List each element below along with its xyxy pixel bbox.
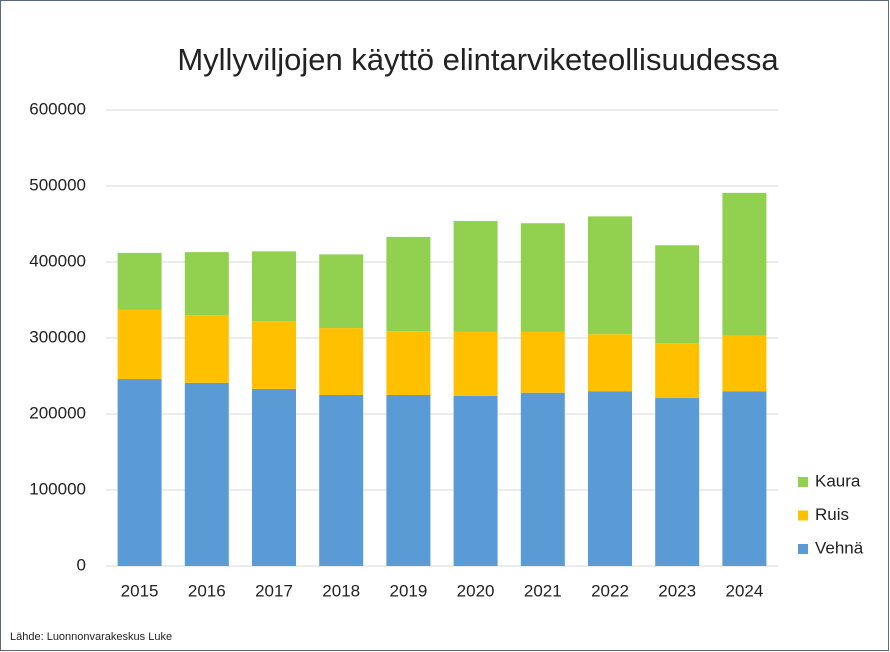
legend-label: Kaura xyxy=(815,471,861,490)
bar-segment xyxy=(588,391,632,566)
bar-segment xyxy=(722,192,767,336)
bar-segment xyxy=(520,331,565,393)
x-tick-label: 2021 xyxy=(524,581,562,600)
bar-segment xyxy=(588,216,632,335)
legend-swatch xyxy=(798,544,808,554)
x-tick-label: 2018 xyxy=(322,581,360,600)
bar-segment xyxy=(386,236,431,332)
x-tick-label: 2024 xyxy=(725,581,763,600)
bar-segment xyxy=(252,388,296,566)
bar-segment xyxy=(453,220,498,332)
bar-segment xyxy=(386,331,431,395)
bar-segment xyxy=(386,395,431,566)
bar-segment xyxy=(117,379,162,566)
legend-label: Ruis xyxy=(815,505,849,524)
y-tick-label: 300000 xyxy=(29,327,86,346)
bar-segment xyxy=(117,309,162,380)
y-tick-label: 500000 xyxy=(29,175,86,194)
bar-segment xyxy=(520,392,565,566)
chart-title: Myllyviljojen käyttö elintarviketeollisu… xyxy=(177,42,779,77)
bar-segment xyxy=(655,398,700,566)
source-note: Lähde: Luonnonvarakeskus Luke xyxy=(10,631,172,643)
bar-segment xyxy=(655,245,700,344)
x-tick-label: 2016 xyxy=(188,581,226,600)
x-tick-label: 2022 xyxy=(591,581,629,600)
x-tick-label: 2023 xyxy=(658,581,696,600)
bar-segment xyxy=(117,252,162,310)
y-tick-label: 400000 xyxy=(29,251,86,270)
bar-segment xyxy=(655,343,700,399)
bar-segment xyxy=(184,382,229,566)
legend-label: Vehnä xyxy=(815,538,864,557)
bar-segment xyxy=(184,252,229,316)
bar-segment xyxy=(520,223,565,332)
x-tick-label: 2015 xyxy=(121,581,159,600)
bar-segment xyxy=(319,395,364,566)
bar-segment xyxy=(453,331,498,396)
y-tick-label: 0 xyxy=(77,555,86,574)
y-tick-label: 200000 xyxy=(29,403,86,422)
y-tick-label: 600000 xyxy=(29,99,86,118)
bar-segment xyxy=(319,328,364,395)
x-tick-label: 2020 xyxy=(457,581,495,600)
y-tick-label: 100000 xyxy=(29,479,86,498)
legend-swatch xyxy=(798,477,808,487)
bar-segment xyxy=(252,251,296,322)
legend-swatch xyxy=(798,510,808,521)
bar-segment xyxy=(588,334,632,392)
x-tick-label: 2019 xyxy=(389,581,427,600)
bar-segment xyxy=(453,395,498,566)
bar-segment xyxy=(722,391,767,566)
x-tick-label: 2017 xyxy=(255,581,293,600)
bar-segment xyxy=(184,315,229,383)
bar-segment xyxy=(319,254,364,329)
bar-segment xyxy=(722,335,767,392)
bar-segment xyxy=(252,321,296,389)
